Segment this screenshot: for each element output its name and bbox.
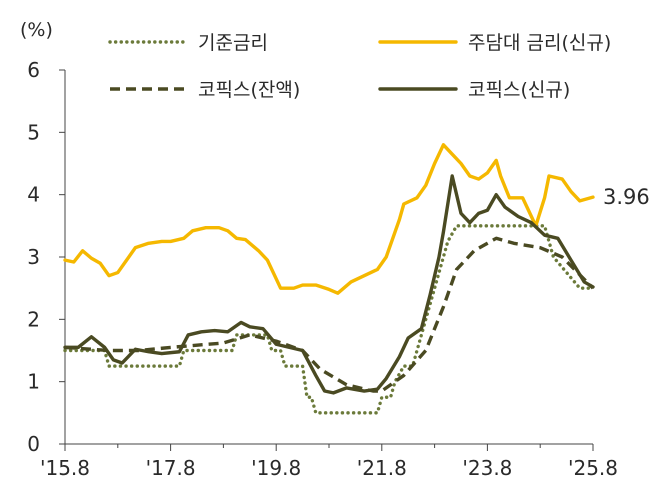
legend-item-cofix-new: 코픽스(신규) bbox=[378, 79, 570, 101]
legend-label: 코픽스(잔액) bbox=[198, 79, 300, 101]
x-tick-label: '17.8 bbox=[146, 456, 196, 480]
legend-item-base-rate: 기준금리 bbox=[108, 32, 268, 54]
y-tick-label: 1 bbox=[27, 370, 40, 394]
x-tick-label: '25.8 bbox=[568, 456, 618, 480]
x-tick-label: '23.8 bbox=[462, 456, 512, 480]
series-line-cofix-new bbox=[63, 174, 595, 395]
y-tick-label: 5 bbox=[27, 120, 40, 144]
y-ticks: 0 1 2 3 4 5 6 bbox=[27, 58, 65, 456]
series-layer bbox=[63, 143, 595, 415]
y-tick-label: 2 bbox=[27, 307, 40, 331]
y-tick-label: 3 bbox=[27, 245, 40, 269]
legend-label: 주담대 금리(신규) bbox=[468, 32, 611, 54]
y-tick-label: 4 bbox=[27, 183, 40, 207]
legend: 기준금리 주담대 금리(신규) 코픽스(잔액) 코픽스(신규) bbox=[108, 32, 611, 101]
legend-item-cofix-balance: 코픽스(잔액) bbox=[110, 79, 300, 101]
series-line-cofix-balance bbox=[64, 236, 595, 393]
y-tick-label: 6 bbox=[27, 58, 40, 82]
x-tick-label: '19.8 bbox=[251, 456, 301, 480]
axes bbox=[64, 70, 593, 445]
series-line-base-rate bbox=[63, 224, 595, 415]
y-tick-label: 0 bbox=[27, 432, 40, 456]
legend-label: 기준금리 bbox=[198, 32, 268, 54]
x-tick-label: '15.8 bbox=[40, 456, 90, 480]
x-ticks: '15.8 '17.8 '19.8 '21.8 '23.8 '25.8 bbox=[40, 444, 618, 480]
x-tick-label: '21.8 bbox=[357, 456, 407, 480]
legend-label: 코픽스(신규) bbox=[468, 79, 570, 101]
legend-item-mortgage-rate-new: 주담대 금리(신규) bbox=[378, 32, 611, 54]
y-axis-unit-label: (%) bbox=[20, 19, 53, 41]
end-annotation-label: 3.96 bbox=[603, 185, 650, 209]
series-line-mortgage-rate-new bbox=[63, 143, 595, 295]
